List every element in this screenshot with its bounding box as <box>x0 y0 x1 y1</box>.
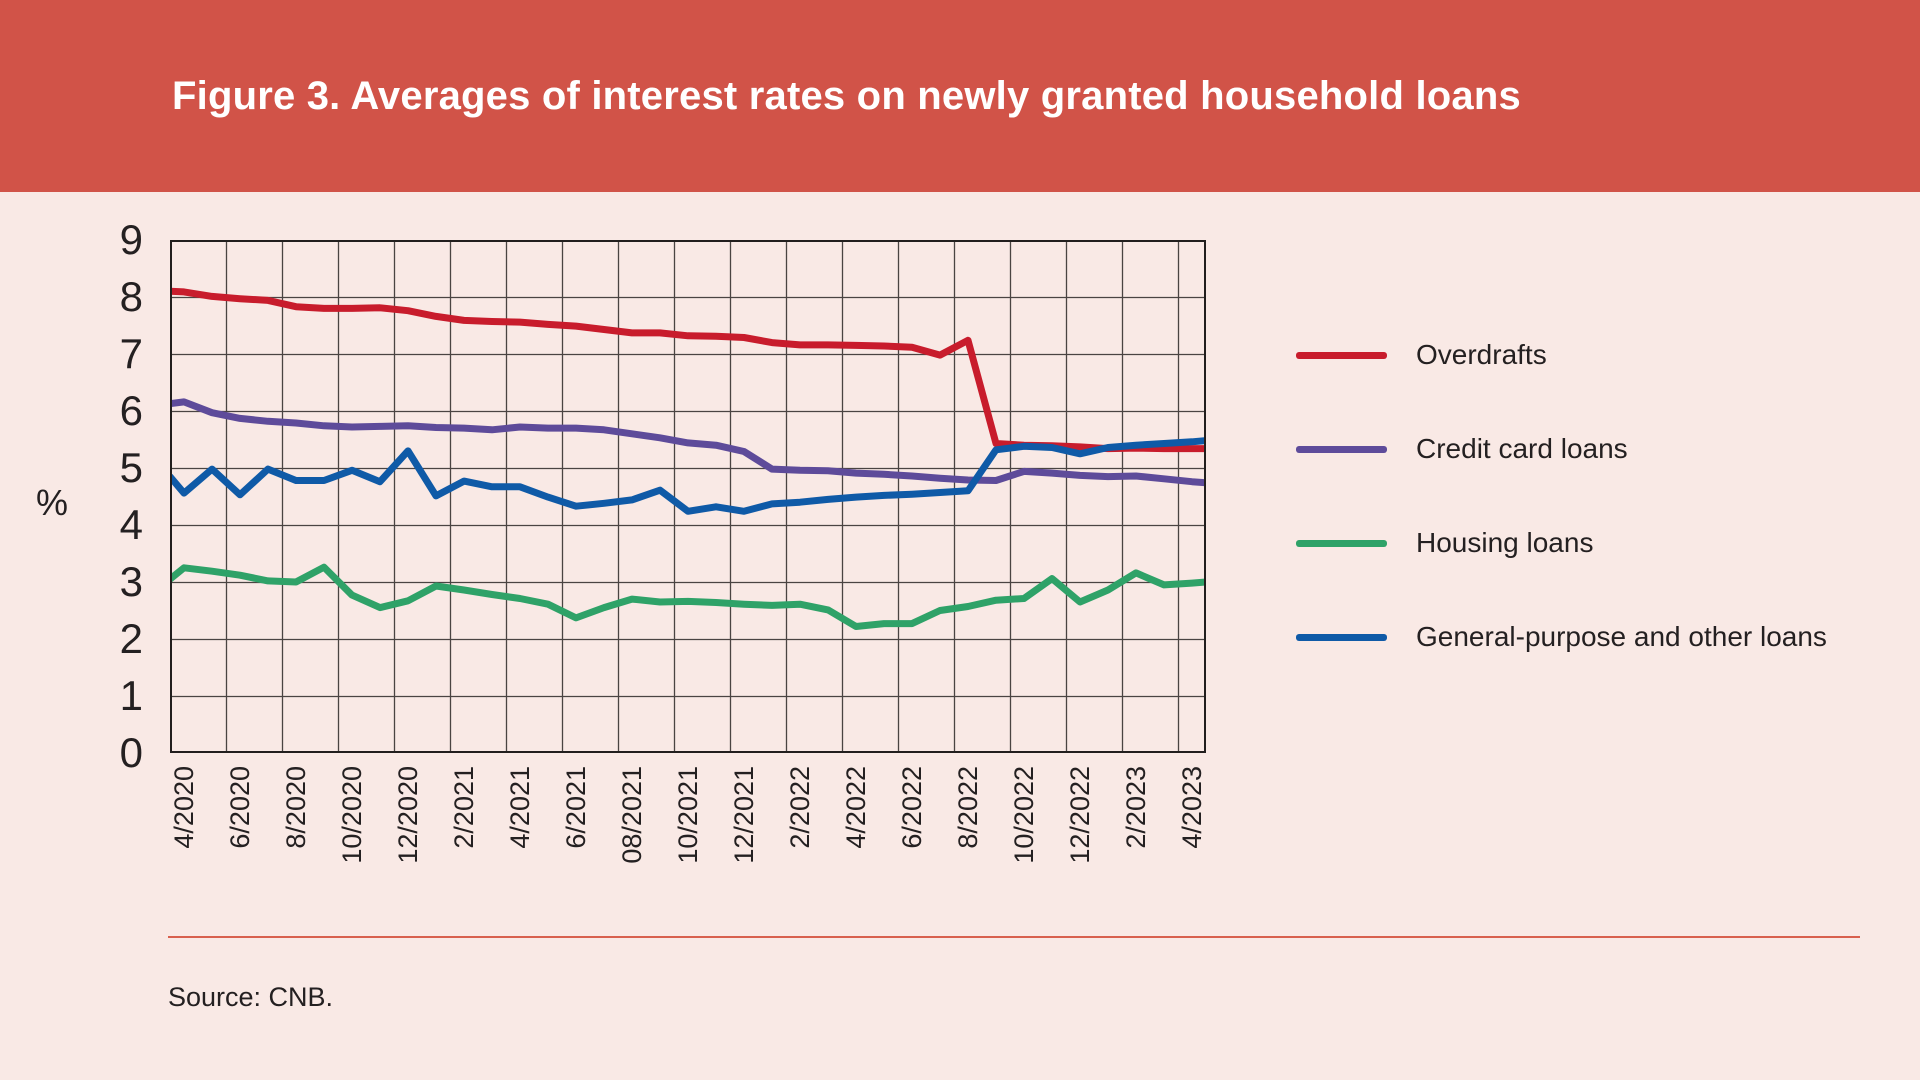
legend-swatch-housing-loans <box>1296 539 1387 547</box>
x-tick-label: 2/2023 <box>1121 766 1151 849</box>
y-tick-label: 2 <box>119 615 143 662</box>
gridlines <box>170 240 1206 753</box>
y-tick-label: 1 <box>119 672 143 719</box>
y-tick-label: 7 <box>119 330 143 377</box>
x-tick-label: 6/2021 <box>561 766 591 849</box>
y-tick-label: 9 <box>119 216 143 263</box>
y-tick-label: 5 <box>119 444 143 491</box>
x-tick-label: 2/2021 <box>449 766 479 849</box>
x-tick-label: 4/2022 <box>841 766 871 849</box>
x-tick-label: 12/2021 <box>729 766 759 864</box>
x-tick-label: 08/2021 <box>617 766 647 864</box>
legend-swatch-general-purpose-and-other-loans <box>1296 633 1387 641</box>
legend-label-general-purpose-and-other-loans: General-purpose and other loans <box>1416 621 1827 652</box>
figure-title: Figure 3. Averages of interest rates on … <box>172 74 1521 118</box>
x-tick-label: 8/2020 <box>281 766 311 849</box>
x-tick-label: 10/2022 <box>1009 766 1039 864</box>
legend-label-credit-card-loans: Credit card loans <box>1416 433 1628 464</box>
x-tick-label: 2/2022 <box>785 766 815 849</box>
y-tick-label: 8 <box>119 273 143 320</box>
divider-line <box>168 936 1860 938</box>
x-tick-label: 6/2022 <box>897 766 927 849</box>
plot-border <box>170 240 1206 753</box>
series-line-housing-loans <box>170 563 1206 630</box>
x-tick-label: 12/2022 <box>1065 766 1095 864</box>
x-tick-label: 4/2023 <box>1177 766 1207 849</box>
legend-label-overdrafts: Overdrafts <box>1416 339 1547 370</box>
y-tick-label: 4 <box>119 501 143 548</box>
x-tick-label: 8/2022 <box>953 766 983 849</box>
x-tick-label: 10/2021 <box>673 766 703 864</box>
header-banner: Figure 3. Averages of interest rates on … <box>0 0 1920 192</box>
legend-swatch-credit-card-loans <box>1296 445 1387 453</box>
source-text: Source: CNB. <box>168 982 334 1012</box>
x-tick-label: 4/2021 <box>505 766 535 849</box>
x-tick-label: 4/2020 <box>169 766 199 849</box>
series-lines <box>170 287 1206 630</box>
x-tick-label: 10/2020 <box>337 766 367 864</box>
series-line-credit-card-loans <box>170 398 1206 487</box>
plot-svg <box>170 240 1206 753</box>
y-tick-label: 0 <box>119 729 143 776</box>
y-tick-label: 6 <box>119 387 143 434</box>
x-tick-label: 6/2020 <box>225 766 255 849</box>
legend-swatch-overdrafts <box>1296 351 1387 359</box>
x-tick-label: 12/2020 <box>393 766 423 864</box>
y-tick-label: 3 <box>119 558 143 605</box>
legend-label-housing-loans: Housing loans <box>1416 527 1594 558</box>
series-line-general-purpose-and-other-loans <box>170 437 1206 515</box>
y-axis-unit-label: % <box>36 482 69 523</box>
